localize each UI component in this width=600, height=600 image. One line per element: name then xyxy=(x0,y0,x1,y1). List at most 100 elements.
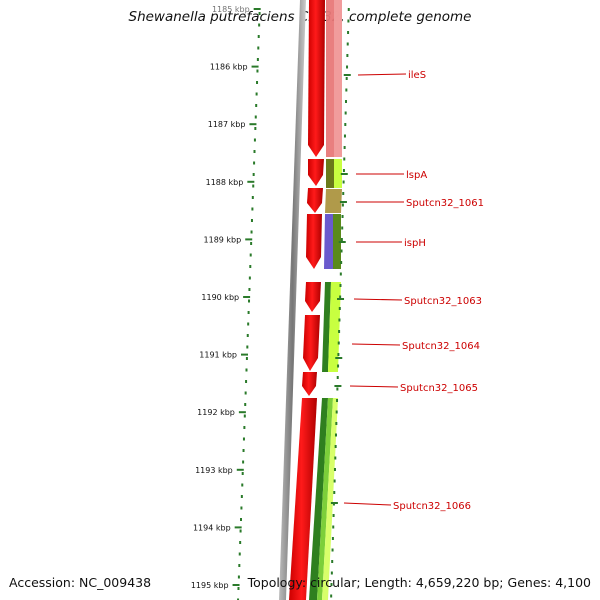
gene-label-sputcn32-1066: Sputcn32_1066 xyxy=(393,501,471,512)
topology-text: Topology: circular; xyxy=(247,575,361,590)
ruler-dot xyxy=(256,69,259,73)
track-dot xyxy=(334,456,337,460)
genome-backbone xyxy=(279,0,306,600)
track-dot xyxy=(342,180,345,184)
track-tick xyxy=(335,357,343,359)
genes-count-text: Genes: 4,100 xyxy=(507,575,591,590)
gene-label-sputcn32-1061: Sputcn32_1061 xyxy=(406,198,484,209)
track-dot xyxy=(331,537,334,540)
track-dot xyxy=(344,111,347,115)
ruler-label: 1190 kbp xyxy=(201,293,239,302)
ruler-dot xyxy=(239,529,242,533)
feature-1066-mid xyxy=(317,398,333,600)
track-dot xyxy=(347,31,350,34)
gene-labels: ileS lspA Sputcn32_1061 ispH Sputcn32_10… xyxy=(343,70,484,512)
genome-summary: Topology: circular; Length: 4,659,220 bp… xyxy=(248,575,591,590)
track-dot xyxy=(331,560,334,563)
track-dot xyxy=(346,65,349,69)
ruler-dot xyxy=(245,357,248,360)
track-dot xyxy=(341,215,344,218)
ruler-label: 1186 kbp xyxy=(210,63,248,72)
track-dot xyxy=(341,203,344,207)
track-dot xyxy=(339,272,342,276)
ruler-label: 1187 kbp xyxy=(208,120,246,129)
ruler-dot xyxy=(237,587,240,590)
ruler-dot xyxy=(256,58,259,61)
ruler-dot xyxy=(245,368,248,372)
track-dot xyxy=(337,364,340,368)
track-dot xyxy=(344,123,347,126)
ruler-dot xyxy=(248,299,251,303)
cds-track-forward xyxy=(289,0,325,600)
track-tick xyxy=(339,201,347,203)
ruler-dot xyxy=(250,230,253,234)
gene-label-ispH: ispH xyxy=(404,238,426,249)
ruler-dot xyxy=(243,414,246,418)
track-dot xyxy=(333,491,336,494)
ruler-dot xyxy=(258,12,261,15)
ruler-label: 1185 kbp xyxy=(212,5,250,14)
ruler-label: 1188 kbp xyxy=(206,178,244,187)
ruler-dot xyxy=(237,598,240,600)
ruler-dot xyxy=(240,506,243,510)
track-dot xyxy=(342,192,345,195)
gene-label-sputcn32-1064: Sputcn32_1064 xyxy=(402,341,480,352)
ruler-dot xyxy=(250,242,253,245)
track-dot xyxy=(343,134,346,138)
track-dot xyxy=(340,249,343,253)
track-dot xyxy=(337,353,340,356)
track-dot xyxy=(333,468,336,471)
gene-label-sputcn32-1063: Sputcn32_1063 xyxy=(404,296,482,307)
ruler-dot xyxy=(257,46,260,50)
ruler-label: 1194 kbp xyxy=(193,523,231,532)
track-dot xyxy=(345,100,347,103)
track-dot xyxy=(345,88,348,92)
cds-sputcn32-1061 xyxy=(307,188,323,213)
track-dot xyxy=(335,410,338,414)
ruler-dot xyxy=(255,92,258,96)
ruler-dot xyxy=(239,541,242,544)
ruler-dot xyxy=(242,437,245,441)
ruler-dot xyxy=(240,518,243,521)
cds-sputcn32-1065 xyxy=(302,372,317,396)
track-tick xyxy=(337,298,345,300)
track-dot xyxy=(342,169,345,172)
ruler-dot xyxy=(253,138,256,142)
ruler-dot xyxy=(242,449,245,452)
scale-dots xyxy=(237,12,261,600)
track-dot xyxy=(336,376,339,379)
track-dot xyxy=(338,318,341,322)
ruler-dot xyxy=(248,288,251,291)
track-dot xyxy=(339,295,342,299)
track-dot xyxy=(336,399,339,402)
ruler-dot xyxy=(237,575,240,579)
ruler-dot xyxy=(253,150,256,153)
gene-label-sputcn32-1065: Sputcn32_1065 xyxy=(400,383,478,394)
feature-1063-light xyxy=(328,282,341,372)
ruler-dot xyxy=(241,483,244,487)
ruler-dot xyxy=(238,552,241,556)
track-dot xyxy=(332,525,335,529)
feature-ispH-blue xyxy=(324,214,333,269)
feature-ispH-green xyxy=(333,214,341,269)
track-dot xyxy=(343,146,346,149)
ruler-dot xyxy=(245,380,248,383)
ruler-label: 1191 kbp xyxy=(199,351,237,360)
track-dot xyxy=(340,238,343,241)
track-dot xyxy=(347,8,350,11)
track-dot xyxy=(338,330,341,333)
track-dot xyxy=(330,571,333,575)
track-tick xyxy=(330,502,338,504)
ruler-dot xyxy=(248,276,251,280)
feature-1066-dark xyxy=(309,398,328,600)
ruler-dot xyxy=(251,207,254,211)
ruler-dot xyxy=(240,495,243,498)
track-dot xyxy=(330,583,333,586)
ruler-dot xyxy=(249,265,252,268)
ruler-label: 1193 kbp xyxy=(195,466,233,475)
gene-tick-track xyxy=(330,8,351,598)
track-dot xyxy=(335,422,338,425)
track-dot xyxy=(332,514,335,517)
accession-text: Accession: NC_009438 xyxy=(9,575,152,590)
cds-sputcn32-1066 xyxy=(289,398,317,600)
